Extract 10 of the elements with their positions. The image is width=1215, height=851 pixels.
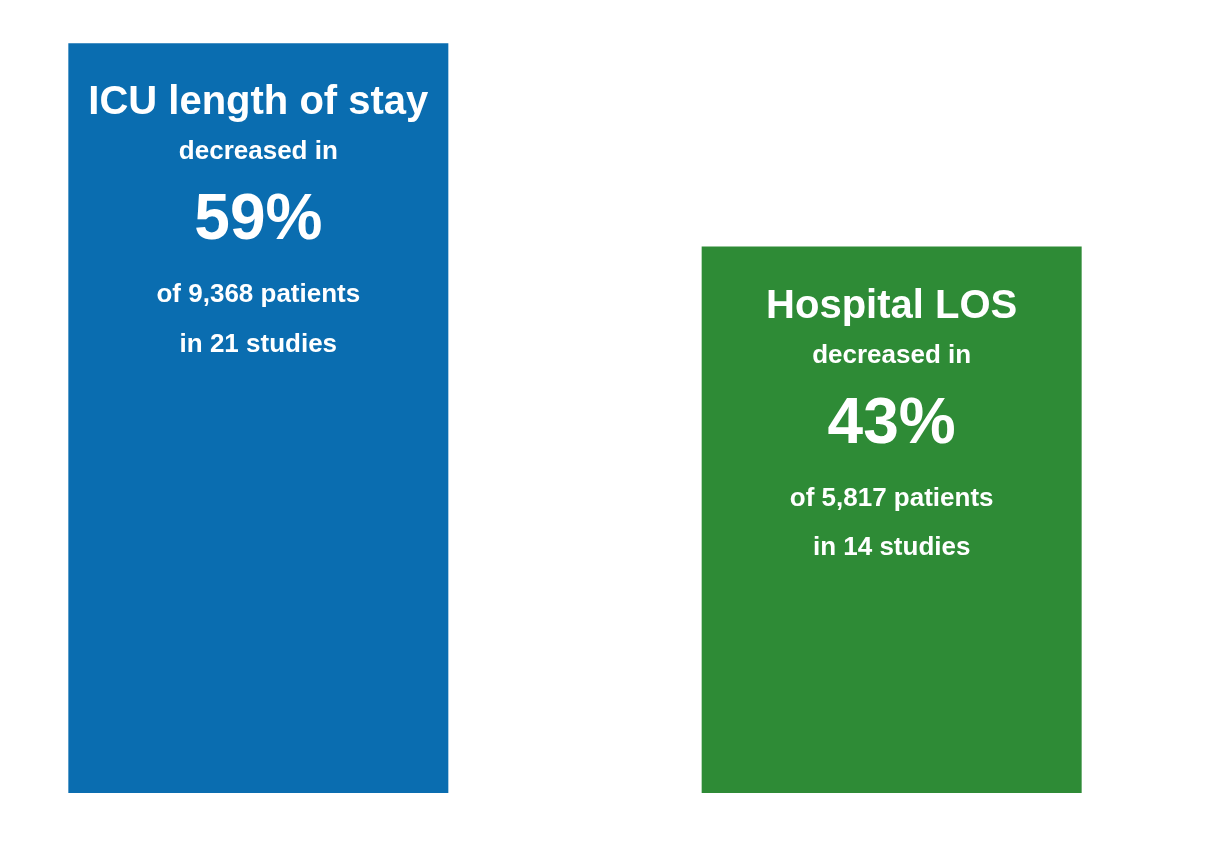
x-tick-label: Hospital LOS (766, 281, 1018, 326)
annotation: of 9,368 patients (156, 278, 361, 309)
annotation: in 14 studies (812, 530, 971, 561)
annotation: decreased in (812, 338, 972, 369)
data-label: 59% (194, 181, 323, 254)
annotation: decreased in (178, 135, 338, 166)
annotation: of 5,817 patients (789, 481, 994, 512)
data-label: 43% (827, 384, 956, 457)
x-tick-label: ICU length of stay (88, 78, 430, 123)
annotation: in 21 studies (179, 327, 338, 358)
